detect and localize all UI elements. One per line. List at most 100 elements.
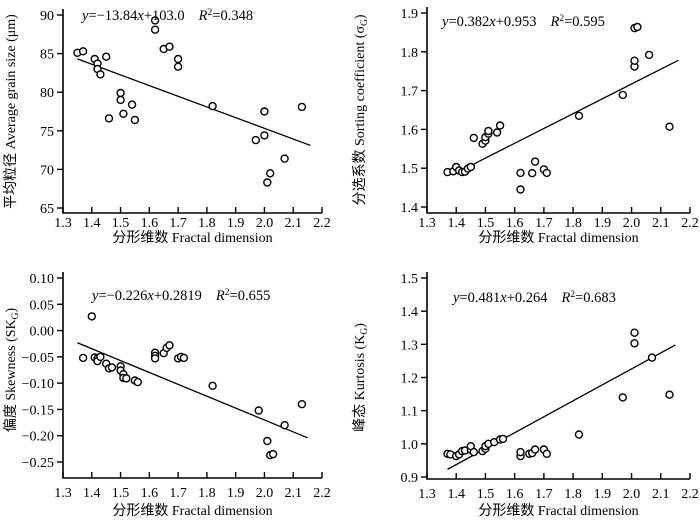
data-point xyxy=(574,430,584,439)
data-point xyxy=(665,390,674,399)
y-tick-label: 1.8 xyxy=(401,46,419,61)
x-tick-label: 1.6 xyxy=(141,486,159,501)
data-point xyxy=(644,50,654,60)
data-point xyxy=(96,70,105,79)
data-point xyxy=(150,354,160,363)
x-tick-label: 1.4 xyxy=(447,216,465,231)
data-point xyxy=(469,133,479,143)
data-point xyxy=(297,102,307,112)
x-tick-label: 2.0 xyxy=(256,486,274,501)
y-axis-title: 峰态 Kurtosis (KG) xyxy=(352,323,370,432)
x-tick-label: 1.8 xyxy=(198,486,216,501)
x-tick-label: 1.5 xyxy=(112,216,130,231)
y-tick-label: 85 xyxy=(40,48,54,63)
data-point xyxy=(530,157,540,166)
y-tick-label: 1.5 xyxy=(401,162,419,177)
data-point xyxy=(516,185,525,194)
data-point xyxy=(297,399,307,409)
data-point xyxy=(165,341,174,350)
x-tick-label: 2.2 xyxy=(313,486,331,501)
data-point xyxy=(179,353,189,363)
data-point xyxy=(266,169,275,178)
data-point xyxy=(574,111,584,121)
x-tick-label: 2.1 xyxy=(652,216,670,231)
y-tick-label: 1.7 xyxy=(401,85,419,100)
x-tick-label: 1.3 xyxy=(418,487,436,502)
data-point xyxy=(127,100,137,109)
data-point xyxy=(101,52,111,61)
x-tick-label: 2.2 xyxy=(313,216,331,231)
data-point xyxy=(96,352,105,362)
data-point xyxy=(208,381,217,391)
x-tick-label: 1.7 xyxy=(169,486,187,501)
y-tick-label: −0.15 xyxy=(22,403,54,418)
x-axis-title: 分形维数 Fractal dimension xyxy=(112,230,272,246)
y-tick-label: 80 xyxy=(40,86,54,101)
x-tick-label: 1.4 xyxy=(83,486,101,501)
x-tick-label: 2.0 xyxy=(623,216,641,231)
y-tick-label: −0.25 xyxy=(22,456,54,471)
x-tick-label: 1.3 xyxy=(418,216,436,231)
data-point xyxy=(280,420,289,430)
data-point xyxy=(542,449,552,459)
y-tick-label: −0.10 xyxy=(22,377,54,392)
data-point xyxy=(150,16,160,25)
y-tick-label: −0.20 xyxy=(22,430,54,445)
x-tick-label: 2.0 xyxy=(256,216,274,231)
x-tick-label: 1.9 xyxy=(594,487,612,502)
y-tick-label: 1.4 xyxy=(401,201,419,216)
equation-label: y=−0.226x+0.2819 R2=0.655 xyxy=(90,288,270,304)
y-tick-label: 65 xyxy=(40,202,54,217)
data-point xyxy=(263,436,272,446)
axis-frame xyxy=(62,9,322,214)
x-tick-label: 1.8 xyxy=(198,216,216,231)
data-point xyxy=(630,56,639,65)
data-point xyxy=(665,122,674,131)
data-point xyxy=(630,339,639,348)
y-tick-label: 1.1 xyxy=(401,405,419,420)
panel-average-grain-size: 1.3 1.4 1.5 1.6 1.7 1.8 1.9 2.0 2.1 2.2 90 85 80 75 70… xyxy=(0,0,350,260)
data-point xyxy=(173,62,183,71)
x-tick-label: 1.9 xyxy=(227,216,245,231)
data-point xyxy=(116,95,125,105)
chart-svg-skewness: 1.3 1.4 1.5 1.6 1.7 1.8 1.9 2.0 2.1 2.2 0.10 0.05 0.… xyxy=(3,272,331,519)
data-point xyxy=(527,168,537,178)
x-tick-label: 1.4 xyxy=(447,487,465,502)
y-axis-title: 分选系数 Sorting coefficient (σG) xyxy=(352,14,370,205)
data-point xyxy=(208,101,217,111)
data-point xyxy=(516,447,525,457)
equation-label: y=0.481x+0.264 R2=0.683 xyxy=(451,290,616,306)
data-point xyxy=(122,374,131,383)
x-tick-label: 2.2 xyxy=(681,487,699,502)
x-tick-label: 1.3 xyxy=(54,216,72,231)
x-tick-label: 1.6 xyxy=(141,216,159,231)
data-point xyxy=(116,88,125,98)
equation-label: y=−13.84x+103.0 R2=0.348 xyxy=(80,8,253,24)
panel-sorting-coefficient: 1.3 1.4 1.5 1.6 1.7 1.8 1.9 2.0 2.1 2.2 1.9 1.8 1.7 1… xyxy=(350,0,700,260)
data-point xyxy=(263,178,272,187)
data-point xyxy=(150,25,160,34)
y-tick-label: 75 xyxy=(40,125,54,140)
x-tick-label: 1.9 xyxy=(594,216,612,231)
y-axis-title: 平均粒径 Average grain size (μm) xyxy=(3,14,19,209)
x-tick-label: 1.7 xyxy=(535,487,553,502)
regression-line xyxy=(77,342,308,439)
x-tick-label: 1.8 xyxy=(564,216,582,231)
data-point xyxy=(107,363,117,372)
x-tick-label: 1.7 xyxy=(169,216,187,231)
y-tick-label: −0.05 xyxy=(22,351,54,366)
y-tick-label: 0.05 xyxy=(30,298,55,313)
data-point xyxy=(165,42,174,51)
y-tick-label: 1.0 xyxy=(401,438,419,453)
data-point xyxy=(119,109,128,119)
data-point xyxy=(618,90,627,100)
x-tick-label: 1.6 xyxy=(506,487,524,502)
x-tick-label: 1.5 xyxy=(112,486,130,501)
x-tick-label: 1.8 xyxy=(564,487,582,502)
data-point xyxy=(280,154,289,163)
data-point xyxy=(516,168,525,178)
data-point xyxy=(104,114,114,123)
chart-svg-kurtosis: 1.3 1.4 1.5 1.6 1.7 1.8 1.9 2.0 2.1 2.2 1.5 1.4 1.3 1… xyxy=(352,272,699,519)
x-tick-label: 2.1 xyxy=(284,486,302,501)
